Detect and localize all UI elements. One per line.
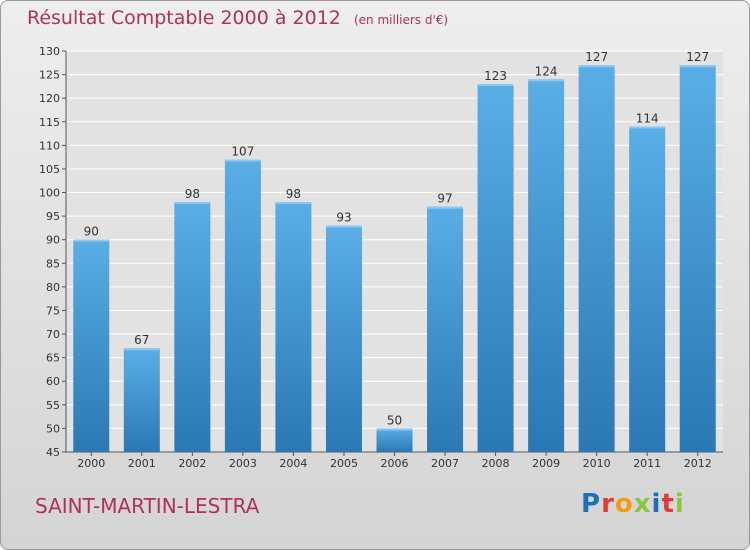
chart-title: Résultat Comptable 2000 à 2012 (en milli… — [27, 7, 448, 29]
y-tick-label: 125 — [39, 69, 60, 82]
y-tick-label: 50 — [46, 422, 60, 435]
bar — [679, 65, 716, 452]
y-tick-label: 130 — [39, 45, 60, 58]
bar-top-highlight — [275, 201, 312, 204]
bar-value-label: 127 — [686, 50, 709, 64]
y-tick-label: 95 — [46, 210, 60, 223]
bar-top-highlight — [528, 79, 565, 82]
y-tick-label: 105 — [39, 163, 60, 176]
logo-letter: i — [674, 489, 685, 519]
bar — [578, 65, 615, 452]
bar-top-highlight — [174, 201, 211, 204]
bar-top-highlight — [376, 428, 413, 431]
proxiti-logo: Proxiti — [581, 489, 685, 519]
x-tick-label: 2003 — [229, 457, 257, 470]
bar-top-highlight — [629, 126, 666, 129]
y-tick-label: 115 — [39, 116, 60, 129]
y-tick-label: 85 — [46, 257, 60, 270]
x-tick-label: 2007 — [431, 457, 459, 470]
y-tick-label: 90 — [46, 234, 60, 247]
bar — [477, 84, 514, 452]
y-tick-label: 75 — [46, 304, 60, 317]
x-tick-label: 2010 — [583, 457, 611, 470]
x-tick-label: 2009 — [532, 457, 560, 470]
y-tick-label: 65 — [46, 352, 60, 365]
x-tick-label: 2000 — [77, 457, 105, 470]
x-tick-label: 2012 — [684, 457, 712, 470]
x-tick-label: 2004 — [279, 457, 307, 470]
bar-value-label: 67 — [134, 333, 149, 347]
bar-value-label: 50 — [387, 413, 402, 427]
x-tick-label: 2002 — [178, 457, 206, 470]
bar-value-label: 97 — [437, 192, 452, 206]
bar-top-highlight — [224, 159, 261, 162]
bar — [629, 126, 666, 452]
bar-top-highlight — [123, 348, 160, 351]
y-tick-label: 100 — [39, 187, 60, 200]
bar-top-highlight — [73, 239, 110, 242]
chart-title-unit: (en milliers d'€) — [353, 13, 449, 27]
x-tick-label: 2011 — [633, 457, 661, 470]
bar-value-label: 107 — [231, 145, 254, 159]
bar — [275, 201, 312, 452]
bar — [73, 239, 110, 452]
x-tick-label: 2005 — [330, 457, 358, 470]
bar-top-highlight — [477, 84, 514, 87]
bar-top-highlight — [578, 65, 615, 68]
bar-top-highlight — [427, 206, 464, 209]
bar — [224, 159, 261, 452]
bar — [325, 225, 362, 452]
bar-value-label: 114 — [636, 111, 659, 125]
x-tick-label: 2006 — [381, 457, 409, 470]
chart-title-main: Résultat Comptable 2000 à 2012 — [27, 7, 341, 29]
logo-letter: o — [614, 489, 634, 519]
bar-value-label: 123 — [484, 69, 507, 83]
bar — [376, 428, 413, 452]
bar-value-label: 98 — [286, 187, 301, 201]
logo-letter: i — [651, 489, 662, 519]
logo-letter: r — [601, 489, 615, 519]
y-tick-label: 110 — [39, 139, 60, 152]
bar-value-label: 124 — [535, 64, 558, 78]
y-tick-label: 45 — [46, 446, 60, 459]
y-tick-label: 120 — [39, 92, 60, 105]
plot-area — [66, 51, 723, 452]
bar-top-highlight — [325, 225, 362, 228]
bar — [123, 348, 160, 452]
logo-letter: t — [661, 489, 675, 519]
bar-value-label: 127 — [585, 50, 608, 64]
y-tick-label: 60 — [46, 375, 60, 388]
y-tick-label: 55 — [46, 399, 60, 412]
y-tick-label: 70 — [46, 328, 60, 341]
x-tick-label: 2001 — [128, 457, 156, 470]
commune-name: SAINT-MARTIN-LESTRA — [35, 494, 260, 518]
x-tick-label: 2008 — [482, 457, 510, 470]
bar-value-label: 93 — [336, 211, 351, 225]
logo-letter: x — [633, 489, 652, 519]
bar — [427, 206, 464, 452]
y-tick-label: 80 — [46, 281, 60, 294]
bar-top-highlight — [679, 65, 716, 68]
bar-value-label: 90 — [84, 225, 99, 239]
bar — [174, 201, 211, 452]
bar — [528, 79, 565, 453]
bar-value-label: 98 — [185, 187, 200, 201]
logo-letter: P — [581, 489, 602, 519]
